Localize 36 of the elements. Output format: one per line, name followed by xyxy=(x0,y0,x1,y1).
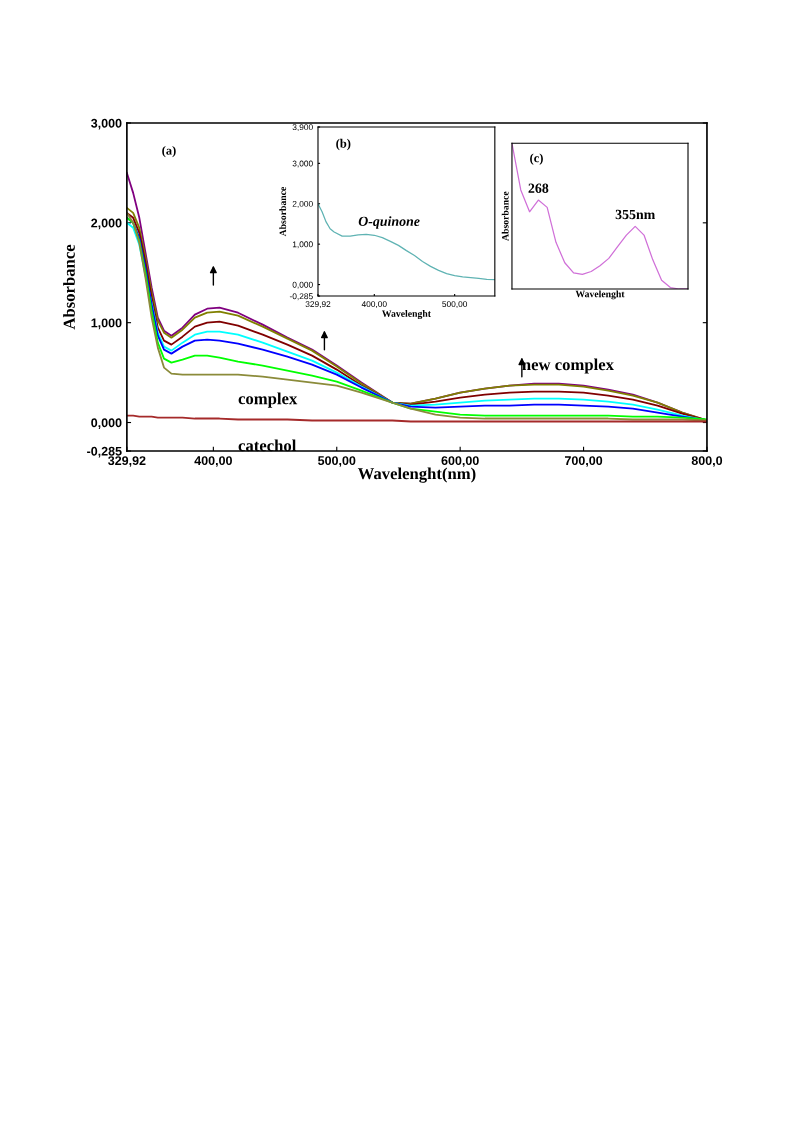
x-tick-label: 800,0 xyxy=(691,456,723,467)
x-axis-title: Wavelenght xyxy=(381,310,431,319)
y-tick-label: 0,000 xyxy=(292,281,313,289)
y-tick-label: -0,285 xyxy=(87,446,122,458)
text: (b) xyxy=(336,138,351,151)
annotation: O-quinone xyxy=(358,216,420,229)
series-label: catechol xyxy=(238,439,297,452)
y-tick-label: 1,000 xyxy=(91,318,122,330)
y-tick-label: 1,000 xyxy=(292,241,313,249)
y-tick-label: 3,000 xyxy=(292,160,313,168)
x-tick-label: 700,00 xyxy=(564,456,603,467)
x-tick-label: 500,00 xyxy=(442,301,468,309)
y-tick-label: 2,000 xyxy=(91,218,122,230)
x-tick-label: 500,00 xyxy=(318,456,356,467)
y-tick-label: 3,900 xyxy=(292,124,313,132)
y-tick-label: 3,000 xyxy=(91,118,122,130)
y-tick-label: 2,000 xyxy=(292,200,313,208)
y-tick-label: -0,285 xyxy=(289,293,313,301)
x-tick-label: 400,00 xyxy=(194,456,232,467)
x-tick-label: 329,92 xyxy=(108,456,146,467)
y-axis-title: Absorbance xyxy=(279,186,287,237)
line-series xyxy=(317,203,495,281)
y-axis-title: Absorbance xyxy=(501,191,509,241)
y-axis-title: Absorbance xyxy=(63,244,75,330)
x-tick-label: 400,00 xyxy=(361,301,387,309)
x-tick-label: 329,92 xyxy=(305,301,331,309)
x-axis-title: Wavelenght xyxy=(575,290,625,300)
annotation: 355nm xyxy=(615,209,656,220)
x-tick-label: 600,00 xyxy=(441,456,479,467)
text: (a) xyxy=(162,145,176,158)
series-label: complex xyxy=(238,392,298,408)
y-tick-label: 0,000 xyxy=(91,418,122,429)
x-axis-title: Wavelenght(nm) xyxy=(357,467,476,483)
annotation: 268 xyxy=(528,183,549,193)
text: (c) xyxy=(530,153,543,165)
annotation: new complex xyxy=(522,358,614,374)
